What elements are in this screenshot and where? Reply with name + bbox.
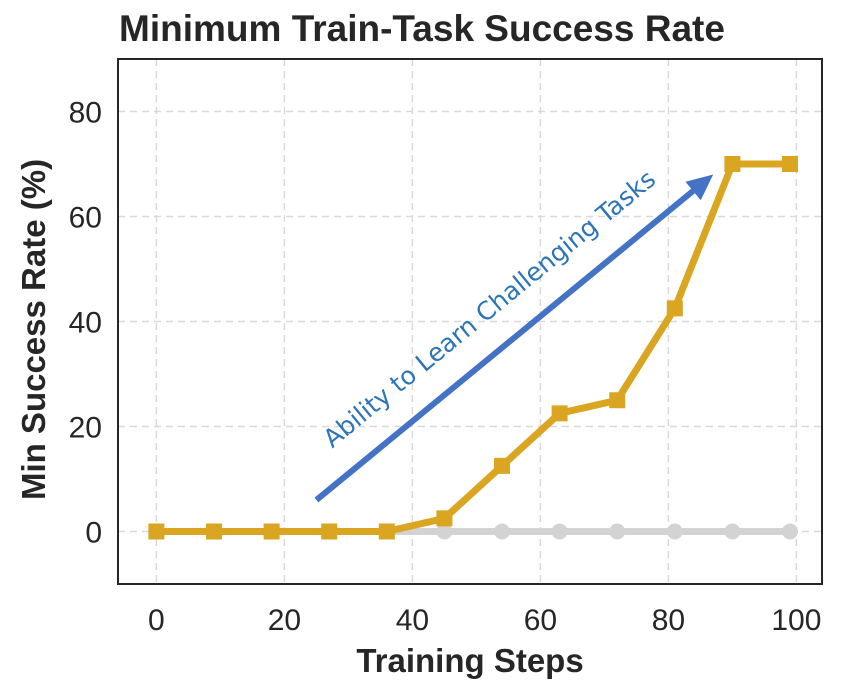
- data-point: [321, 523, 338, 540]
- y-tick-label: 40: [69, 307, 102, 340]
- series-layer: [148, 156, 798, 540]
- plot-frame: [117, 58, 823, 585]
- arrow-head-icon: [685, 174, 714, 201]
- y-tick-label: 80: [69, 97, 102, 130]
- x-axis-label: Training Steps: [356, 642, 583, 679]
- data-point: [263, 523, 280, 540]
- data-point: [666, 523, 683, 540]
- x-tick-label: 100: [771, 604, 821, 637]
- data-point: [782, 156, 798, 172]
- data-point: [666, 300, 683, 317]
- x-tick-label: 60: [524, 604, 557, 637]
- data-point: [494, 523, 510, 540]
- data-point: [494, 457, 510, 474]
- y-axis-ticks: 0 20 40 60 80: [69, 97, 102, 550]
- chart-title: Minimum Train-Task Success Rate: [119, 8, 725, 49]
- data-point: [148, 523, 165, 540]
- y-tick-label: 20: [69, 412, 102, 445]
- y-tick-label: 60: [69, 202, 102, 235]
- data-point: [436, 510, 453, 527]
- annotation-text: Ability to Learn Challenging Tasks: [318, 164, 661, 453]
- grid-lines: [118, 59, 822, 584]
- x-axis-ticks: 0 20 40 60 80 100: [148, 604, 821, 637]
- data-point: [782, 523, 798, 540]
- x-tick-label: 80: [652, 604, 685, 637]
- data-point: [724, 156, 741, 172]
- data-point: [378, 523, 395, 540]
- y-axis-label: Min Success Rate (%): [15, 159, 52, 500]
- data-point: [724, 523, 741, 540]
- series-ours: [148, 156, 798, 540]
- x-tick-label: 20: [268, 604, 301, 637]
- y-tick-label: 0: [85, 517, 102, 550]
- data-point: [609, 392, 626, 409]
- data-point: [551, 523, 568, 540]
- arrow-shaft: [314, 188, 696, 503]
- data-point: [206, 523, 222, 540]
- series-line: [156, 160, 790, 535]
- data-point: [551, 405, 568, 422]
- data-point: [436, 523, 453, 540]
- x-tick-label: 0: [148, 604, 165, 637]
- x-tick-label: 40: [396, 604, 429, 637]
- data-point: [609, 523, 626, 540]
